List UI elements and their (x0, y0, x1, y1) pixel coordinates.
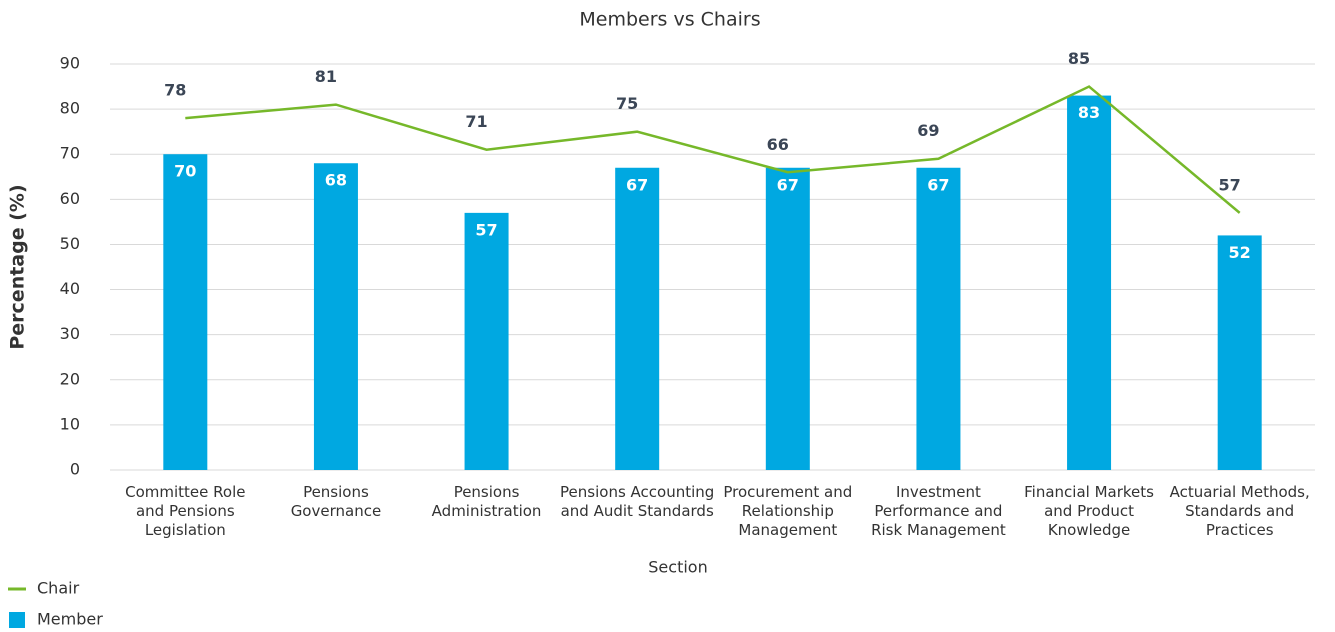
line-value-label: 81 (315, 67, 337, 86)
x-tick-label: Investment Performance and Risk Management (871, 483, 1006, 539)
bar (1067, 95, 1112, 471)
bar-value-label: 83 (1078, 103, 1100, 122)
line-value-label: 57 (1219, 175, 1241, 194)
x-tick-label: Financial Markets and Product Knowledge (1024, 483, 1154, 539)
x-tick-label: Procurement and Relationship Management (723, 483, 852, 539)
y-tick-label: 40 (60, 279, 80, 298)
bar-value-label: 67 (927, 175, 949, 194)
bar (313, 163, 358, 470)
bar (464, 212, 509, 470)
line-value-label: 71 (465, 112, 487, 131)
y-tick-label: 90 (60, 54, 80, 73)
line-value-label: 75 (616, 94, 638, 113)
x-axis-title: Section (648, 558, 707, 577)
bar (765, 167, 810, 470)
x-tick-label: Committee Role and Pensions Legislation (125, 483, 245, 539)
x-tick-label: Actuarial Methods, Standards and Practices (1170, 483, 1310, 539)
bar-value-label: 52 (1229, 243, 1251, 262)
y-tick-label: 20 (60, 369, 80, 388)
bar-value-label: 70 (174, 162, 196, 181)
y-tick-label: 0 (70, 460, 80, 479)
legend-swatch (9, 612, 25, 628)
x-tick-label: Pensions Accounting and Audit Standards (560, 483, 714, 520)
y-tick-label: 60 (60, 189, 80, 208)
line-value-label: 69 (917, 121, 939, 140)
legend-label: Chair (37, 579, 80, 598)
line-value-label: 66 (767, 135, 789, 154)
bar (1217, 235, 1262, 470)
line (185, 85, 1241, 214)
x-tick-label: Pensions Administration (432, 483, 542, 520)
bar (615, 167, 660, 470)
y-axis-title: Percentage (%) (7, 184, 29, 349)
legend-label: Member (37, 610, 103, 629)
y-tick-label: 80 (60, 99, 80, 118)
bar-value-label: 67 (777, 175, 799, 194)
bar-value-label: 68 (325, 171, 347, 190)
bar-value-label: 67 (626, 175, 648, 194)
bar (916, 167, 961, 470)
bar (163, 154, 208, 470)
y-tick-label: 30 (60, 324, 80, 343)
chart-title: Members vs Chairs (579, 9, 760, 31)
line-value-label: 78 (164, 81, 186, 100)
y-tick-label: 10 (60, 414, 80, 433)
y-tick-label: 50 (60, 234, 80, 253)
y-tick-label: 70 (60, 144, 80, 163)
bar-value-label: 57 (475, 220, 497, 239)
x-tick-label: Pensions Governance (291, 483, 382, 520)
line-value-label: 85 (1068, 49, 1090, 68)
